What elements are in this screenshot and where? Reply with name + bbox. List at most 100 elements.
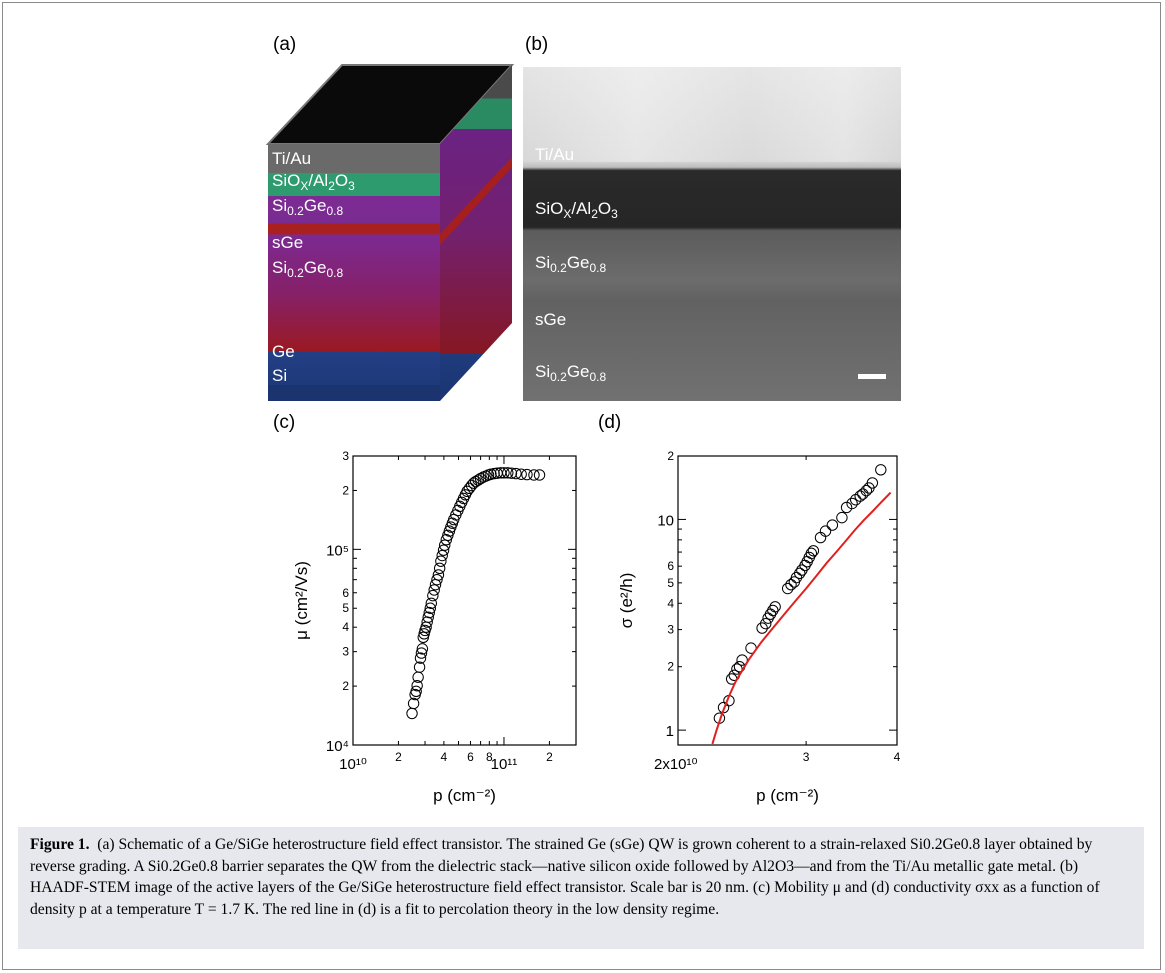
stem-label-sige-bottom: Si0.2Ge0.8 — [535, 362, 607, 384]
x-tick-label: 10¹¹ — [491, 756, 518, 773]
x-tick-label: 6 — [467, 750, 474, 764]
y-axis-label: μ (cm²/Vs) — [292, 561, 311, 640]
figure-caption: Figure 1. (a) Schematic of a Ge/SiGe het… — [30, 834, 1134, 920]
y-tick-label: 6 — [667, 559, 674, 573]
x-tick-label: 8 — [486, 750, 493, 764]
scale-bar — [858, 374, 886, 379]
stem-label-sge: sGe — [535, 310, 566, 329]
panel-label-d: (d) — [598, 412, 622, 433]
data-point — [425, 597, 437, 609]
data-point — [423, 606, 435, 619]
y-tick-label: 2 — [342, 679, 349, 693]
data-point — [836, 511, 848, 524]
y-tick-label: 2 — [342, 483, 349, 497]
data-point — [767, 604, 779, 617]
svg-text:SiOX/Al2O3: SiOX/Al2O3 — [272, 171, 355, 193]
panel-label-c: (c) — [273, 412, 296, 433]
svg-text:SiOX/Al2O3: SiOX/Al2O3 — [535, 199, 618, 221]
x-tick-label: 3 — [803, 750, 810, 764]
data-point — [814, 531, 827, 544]
data-point — [416, 643, 429, 655]
layer-label-ge: Ge — [272, 342, 295, 361]
data-point — [756, 622, 768, 634]
data-point — [406, 707, 418, 720]
y-tick-label: 5 — [667, 576, 674, 590]
fit-line — [711, 491, 892, 745]
x-tick-label: 10¹⁰ — [339, 756, 367, 773]
data-point — [515, 468, 527, 480]
data-point — [736, 654, 748, 666]
data-point — [854, 490, 866, 502]
conductivity-chart: 2x10¹⁰ 3 4 1 2 3 4 5 6 10 2 p (cm⁻²) σ (e²/h) — [617, 449, 901, 805]
data-point — [414, 652, 427, 664]
data-point — [427, 589, 439, 602]
data-point — [805, 547, 818, 560]
y-tick-label: 4 — [342, 620, 349, 634]
data-point — [433, 562, 446, 575]
data-point — [407, 697, 420, 710]
svg-text:Si0.2Ge0.8: Si0.2Ge0.8 — [535, 362, 607, 384]
data-point — [794, 567, 806, 580]
data-point — [437, 544, 450, 556]
y-tick-label: 10 — [657, 512, 674, 529]
data-point — [860, 484, 873, 497]
data-point — [432, 569, 445, 581]
data-point — [474, 472, 487, 485]
data-point — [785, 579, 797, 591]
data-point — [411, 679, 423, 692]
panel-label-a: (a) — [273, 34, 297, 55]
data-point — [790, 571, 803, 584]
data-point — [846, 497, 858, 510]
data-point — [498, 467, 510, 479]
y-axis-label: σ (e²/h) — [617, 573, 636, 629]
data-point — [760, 617, 772, 630]
layer-label-tiau: Ti/Au — [272, 149, 311, 168]
x-tick-label: 4 — [894, 750, 901, 764]
data-point — [764, 608, 777, 620]
stem-label-tiau: Ti/Au — [535, 145, 574, 164]
data-point — [866, 477, 879, 489]
data-point — [505, 467, 518, 479]
y-tick-label: 3 — [667, 623, 674, 637]
data-point — [528, 469, 540, 481]
x-axis-label: p (cm⁻²) — [433, 786, 496, 805]
x-tick-label: 2 — [546, 750, 553, 764]
data-point — [424, 602, 436, 614]
y-tick-label: 2 — [667, 660, 674, 674]
panel-label-b: (b) — [525, 34, 549, 55]
haadf-stem-image: Ti/Au SiOX/Al2O3 Si0.2Ge0.8 sGe Si0.2Ge0… — [523, 67, 901, 401]
data-point — [819, 525, 832, 537]
heterostructure-schematic: Ti/Au SiOX/Al2O3 Si0.2Ge0.8 sGe Si0.2Ge0… — [265, 64, 515, 401]
layer-label-sge: sGe — [272, 233, 303, 252]
data-point — [769, 601, 781, 613]
data-point — [461, 485, 473, 498]
y-tick-label: 5 — [342, 601, 349, 615]
y-tick-label: 4 — [667, 596, 674, 610]
data-point — [521, 468, 533, 481]
data-point — [435, 555, 447, 567]
x-tick-label: 2x10¹⁰ — [654, 756, 698, 773]
y-tick-label: 1 — [666, 723, 674, 740]
y-tick-label: 6 — [342, 586, 349, 600]
data-point — [781, 582, 794, 595]
caption-label: Figure 1. — [30, 836, 90, 853]
data-point — [440, 534, 453, 546]
x-tick-label: 2 — [395, 750, 402, 764]
data-point — [826, 519, 839, 531]
data-point — [510, 467, 522, 480]
data-point — [413, 661, 426, 673]
data-point — [422, 611, 434, 623]
y-tick-label: 10⁵ — [326, 542, 349, 559]
y-tick-label: 3 — [342, 449, 349, 463]
y-tick-label: 3 — [342, 645, 349, 659]
data-point — [415, 647, 428, 659]
caption-box: Figure 1. (a) Schematic of a Ge/SiGe het… — [18, 827, 1144, 949]
data-point — [807, 545, 820, 557]
plot-frame — [352, 455, 577, 746]
data-point — [428, 584, 440, 596]
x-axis-label: p (cm⁻²) — [756, 786, 819, 805]
y-tick-label: 10⁴ — [326, 738, 349, 755]
x-tick-label: 4 — [441, 750, 448, 764]
